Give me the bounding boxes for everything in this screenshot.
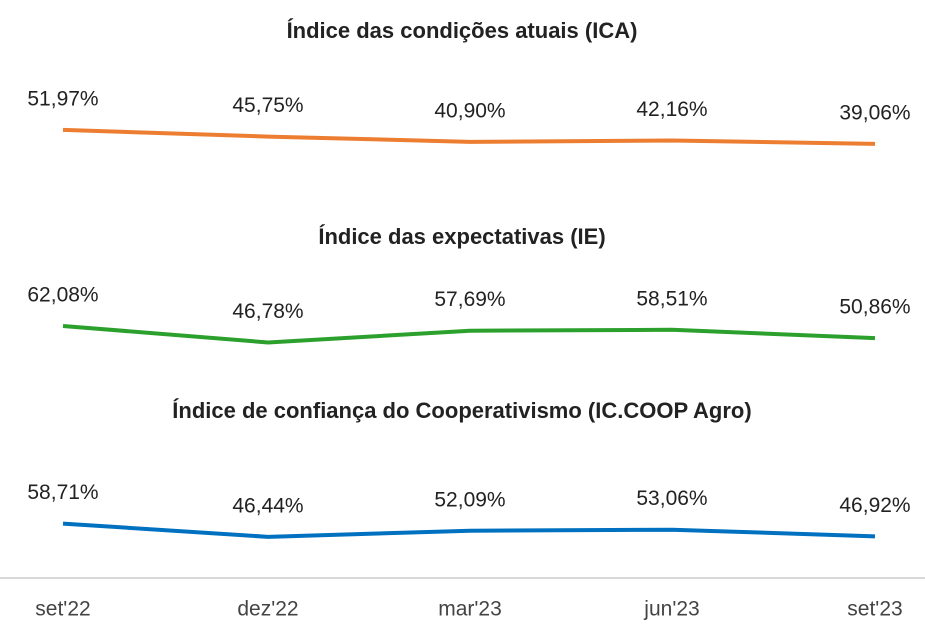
value-label: 53,06% [636,487,707,510]
value-label: 57,69% [434,288,505,311]
x-tick-label: set'22 [35,598,90,621]
value-label: 52,09% [434,488,505,511]
value-label: 62,08% [27,284,98,307]
value-label: 51,97% [27,87,98,110]
chart-title: Índice de confiança do Cooperativismo (I… [172,398,751,423]
x-tick-label: set'23 [847,598,902,621]
line [62,323,876,345]
x-tick-label: jun'23 [643,598,699,621]
line [62,521,876,539]
value-label: 46,92% [839,494,910,517]
value-label: 40,90% [434,99,505,122]
x-tick-label: mar'23 [438,598,502,621]
value-label: 50,86% [839,296,910,319]
value-label: 58,51% [636,287,707,310]
value-label: 42,16% [636,98,707,121]
chart-title: Índice das condições atuais (ICA) [287,18,638,43]
value-label: 39,06% [839,101,910,124]
value-label: 58,71% [27,481,98,504]
line [62,127,876,146]
value-label: 45,75% [232,94,303,117]
value-label: 46,44% [232,494,303,517]
x-tick-label: dez'22 [237,598,298,621]
value-label: 46,78% [232,300,303,323]
chart-title: Índice das expectativas (IE) [318,224,605,249]
